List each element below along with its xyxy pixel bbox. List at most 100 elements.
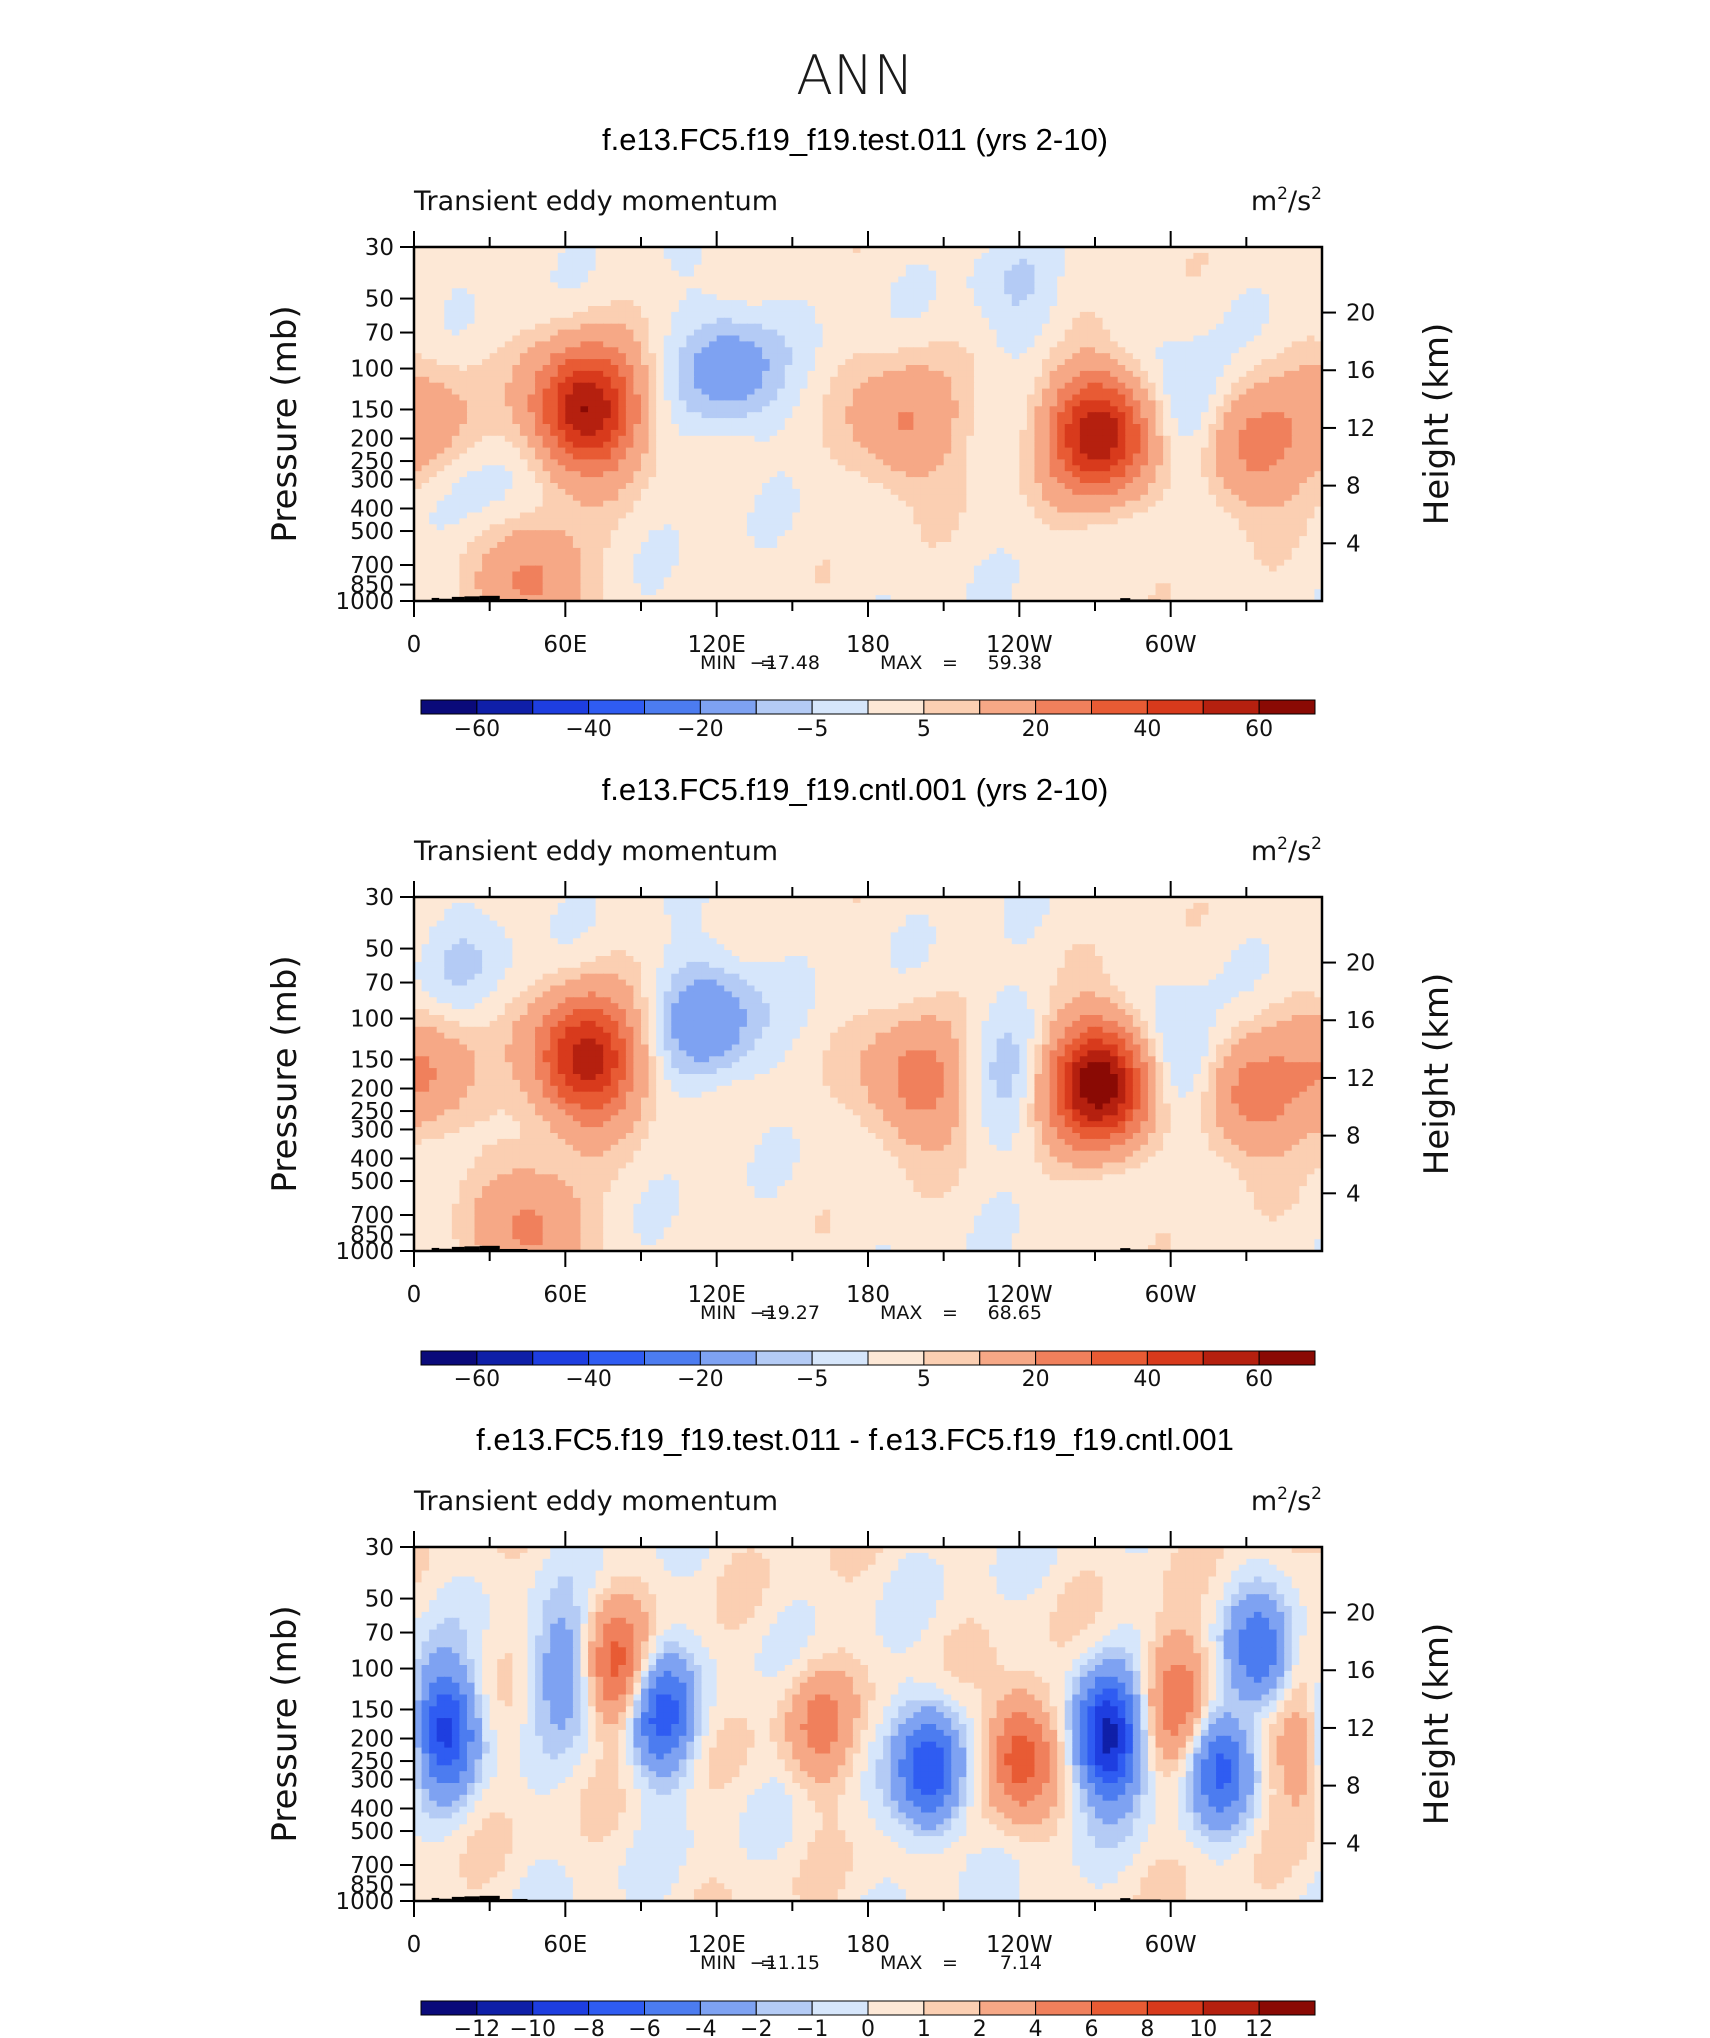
heatmap-cell (905, 252, 915, 260)
heatmap-cell (1193, 418, 1202, 425)
heatmap-cell (459, 276, 468, 284)
heatmap-cell (1291, 382, 1301, 390)
heatmap-cell (1299, 465, 1308, 472)
heatmap-cell (822, 276, 831, 284)
heatmap-cell (414, 388, 423, 396)
heatmap-cell (777, 347, 786, 354)
heatmap-cell (1314, 323, 1322, 331)
heatmap-cell (1208, 441, 1217, 449)
heatmap-cell (1223, 270, 1232, 278)
heatmap-cell (1087, 406, 1096, 413)
heatmap-cell (557, 323, 567, 331)
heatmap-cell (1042, 424, 1051, 431)
heatmap-cell (777, 394, 786, 402)
heatmap-cell (1102, 382, 1111, 390)
heatmap-cell (920, 323, 930, 331)
heatmap-cell (1163, 453, 1172, 461)
heatmap-cell (497, 394, 506, 402)
heatmap-cell (913, 247, 922, 254)
heatmap-cell (535, 441, 544, 449)
heatmap-cell (1102, 370, 1111, 378)
heatmap-cell (875, 258, 884, 266)
heatmap-cell (905, 264, 915, 272)
heatmap-cell (1034, 382, 1043, 390)
units-label: m2/s2 (1251, 184, 1322, 217)
heatmap-cell (1223, 347, 1232, 354)
heatmap-cell (966, 429, 975, 437)
heatmap-cell (875, 353, 884, 360)
heatmap-cell (837, 376, 847, 384)
heatmap-cell (943, 329, 953, 337)
heatmap-cell (762, 382, 771, 390)
heatmap-cell (724, 294, 733, 301)
heatmap-cell (641, 429, 650, 437)
heatmap-cell (724, 270, 733, 278)
heatmap-cell (1253, 400, 1263, 408)
heatmap-cell (1208, 276, 1217, 284)
heatmap-cell (671, 306, 680, 313)
heatmap-cell (618, 488, 627, 496)
heatmap-cell (1193, 329, 1202, 337)
heatmap-cell (769, 323, 778, 331)
heatmap-cell (1178, 471, 1187, 478)
heatmap-cell (671, 382, 680, 390)
heatmap-cell (746, 376, 756, 384)
heatmap-cell (966, 471, 975, 478)
heatmap-cell (1231, 311, 1240, 319)
heatmap-cell (784, 270, 794, 278)
heatmap-cell (512, 247, 521, 254)
heatmap-cell (973, 382, 983, 390)
heatmap-cell (459, 465, 468, 472)
heatmap-cell (648, 264, 657, 272)
heatmap-cell (451, 370, 461, 378)
heatmap-cell (837, 347, 847, 354)
heatmap-cell (1019, 276, 1028, 284)
heatmap-cell (550, 447, 559, 455)
heatmap-cell (852, 459, 862, 467)
heatmap-cell (905, 394, 915, 402)
heatmap-cell (762, 406, 771, 413)
heatmap-cell (588, 400, 597, 408)
heatmap-cell (792, 459, 801, 467)
heatmap-cell (1019, 435, 1028, 443)
heatmap-cell (822, 341, 831, 349)
heatmap-cell (754, 435, 763, 443)
heatmap-cell (1269, 400, 1278, 408)
heatmap-cell (1034, 435, 1043, 443)
heatmap-cell (535, 247, 544, 254)
heatmap-cell (701, 441, 710, 449)
heatmap-cell (1057, 306, 1066, 313)
heatmap-cell (610, 311, 620, 319)
heatmap-cell (724, 370, 733, 378)
heatmap-cell (1049, 388, 1058, 396)
heatmap-cell (1147, 382, 1157, 390)
heatmap-cell (1216, 370, 1225, 378)
heatmap-cell (693, 370, 703, 378)
heatmap-cell (799, 435, 809, 443)
heatmap-cell (1064, 317, 1074, 325)
heatmap-cell (1079, 288, 1089, 295)
heatmap-cell (1072, 300, 1081, 307)
heatmap-cell (1079, 247, 1089, 254)
heatmap-cell (436, 288, 446, 295)
heatmap-cell (1284, 394, 1293, 402)
heatmap-cell (1208, 465, 1217, 472)
heatmap-cell (875, 370, 884, 378)
heatmap-cell (542, 306, 551, 313)
heatmap-cell (550, 359, 559, 366)
heatmap-cell (799, 412, 809, 419)
heatmap-cell (905, 329, 915, 337)
heatmap-cell (1178, 252, 1187, 260)
heatmap-cell (724, 477, 733, 484)
heatmap-cell (504, 317, 514, 325)
heatmap-cell (686, 247, 695, 254)
heatmap-cell (852, 447, 862, 455)
heatmap-cell (603, 418, 612, 425)
heatmap-cell (1238, 353, 1248, 360)
heatmap-cell (1163, 370, 1172, 378)
heatmap-cell (436, 282, 446, 290)
heatmap-cell (1026, 435, 1036, 443)
heatmap-cell (1155, 288, 1164, 295)
heatmap-cell (1185, 388, 1195, 396)
heatmap-cell (693, 329, 703, 337)
